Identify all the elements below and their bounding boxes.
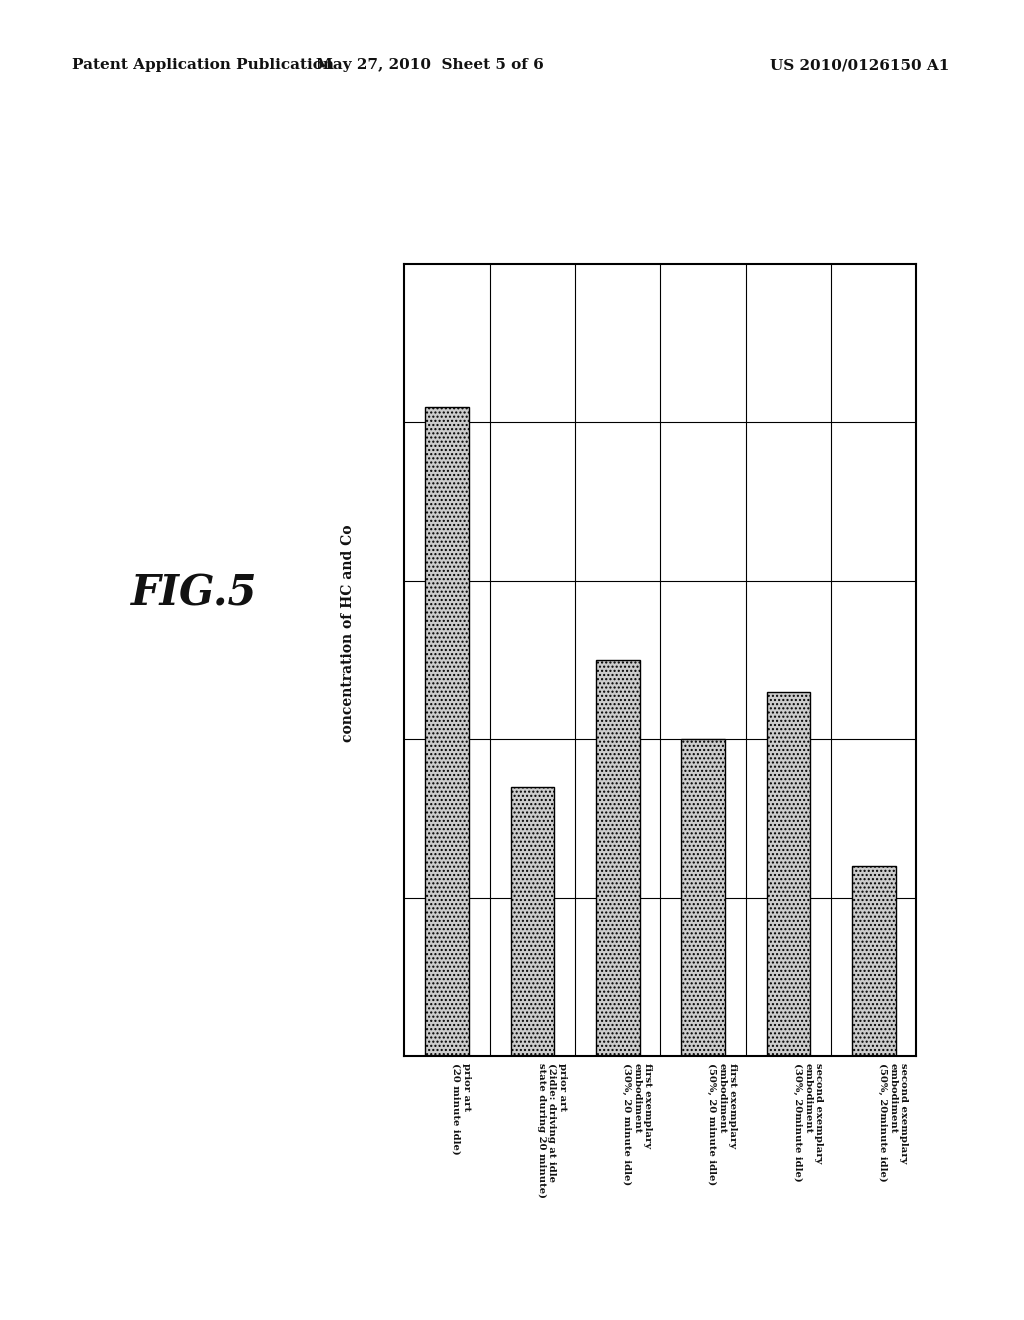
Bar <box>425 407 469 1056</box>
Text: Patent Application Publication: Patent Application Publication <box>72 58 334 73</box>
Text: first exemplary
embodiment
(30%, 20 minute idle): first exemplary embodiment (30%, 20 minu… <box>622 1063 652 1185</box>
Text: second exemplary
embodiment
(30%, 20minute idle): second exemplary embodiment (30%, 20minu… <box>793 1063 822 1181</box>
Text: first exemplary
embodiment
(50%, 20 minute idle): first exemplary embodiment (50%, 20 minu… <box>708 1063 737 1185</box>
Bar <box>767 692 810 1056</box>
Text: second exemplary
embodiment
(50%, 20minute idle): second exemplary embodiment (50%, 20minu… <box>878 1063 908 1181</box>
Text: US 2010/0126150 A1: US 2010/0126150 A1 <box>770 58 950 73</box>
Bar <box>681 739 725 1056</box>
Bar <box>511 787 554 1056</box>
Bar <box>852 866 896 1056</box>
Text: concentration of HC and Co: concentration of HC and Co <box>341 525 355 742</box>
Text: prior art
(20 minute idle): prior art (20 minute idle) <box>452 1063 471 1155</box>
Text: FIG.5: FIG.5 <box>131 573 258 615</box>
Bar <box>596 660 640 1056</box>
Text: prior art
(2idle: driving at idle
state during 20 minute): prior art (2idle: driving at idle state … <box>537 1063 566 1197</box>
Text: May 27, 2010  Sheet 5 of 6: May 27, 2010 Sheet 5 of 6 <box>316 58 544 73</box>
